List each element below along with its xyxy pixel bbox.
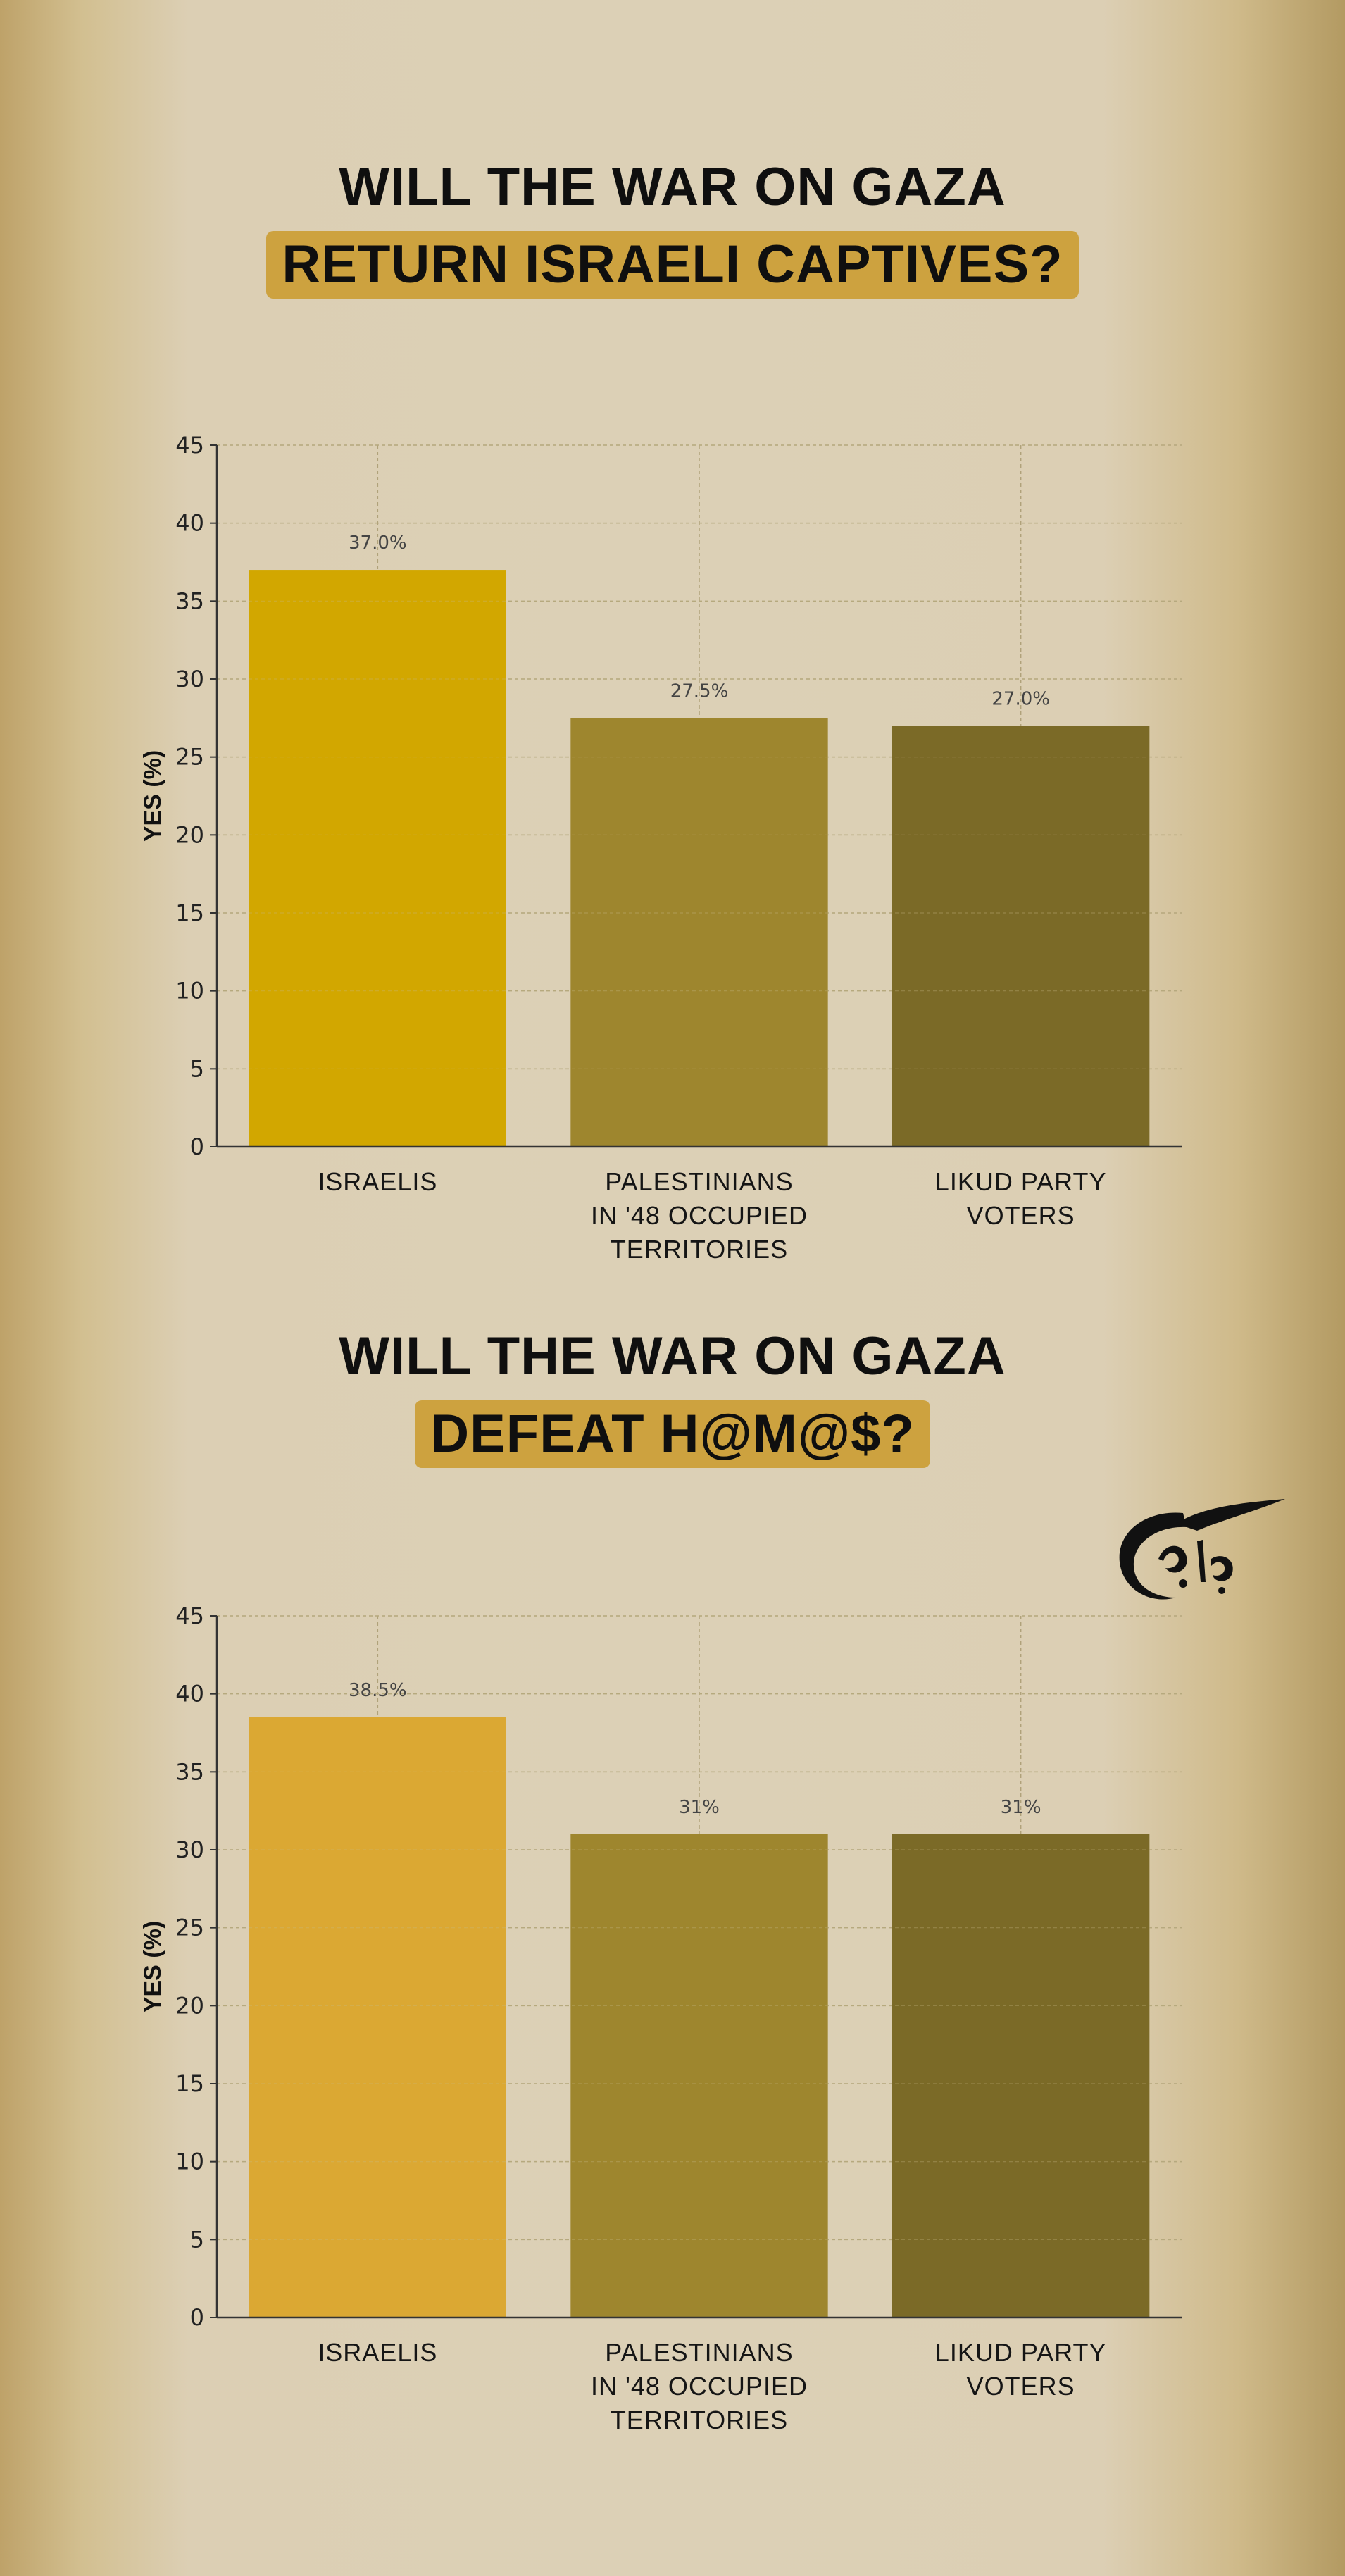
y-axis-label: YES (%) [139,750,166,842]
data-label: 27.0% [991,688,1050,709]
category-label: IN '48 OCCUPIED [591,2372,808,2401]
bar [249,1717,506,2317]
category-label: ISRAELIS [318,1167,437,1196]
data-label: 31% [679,1797,720,1818]
bar [249,570,506,1147]
y-tick-label: 25 [175,1915,204,1941]
heading-hamas: WILL THE WAR ON GAZA DEFEAT H@M@$? [0,1323,1345,1468]
y-tick-label: 0 [190,1133,204,1160]
y-tick-label: 5 [190,2226,204,2253]
y-tick-label: 35 [175,1758,204,1785]
category-label: TERRITORIES [611,1235,788,1264]
data-label: 37.0% [349,533,407,554]
y-tick-label: 10 [175,978,204,1004]
y-tick-label: 5 [190,1055,204,1082]
y-tick-label: 15 [175,900,204,926]
y-tick-label: 35 [175,587,204,614]
y-tick-label: 45 [175,432,204,459]
y-tick-label: 10 [175,2148,204,2175]
data-label: 27.5% [670,680,729,702]
heading-captives-highlight: RETURN ISRAELI CAPTIVES? [266,231,1079,299]
data-label: 38.5% [349,1680,407,1701]
y-tick-label: 20 [175,1992,204,2019]
category-label: ISRAELIS [318,2338,437,2367]
heading-hamas-highlight: DEFEAT H@M@$? [415,1400,930,1468]
y-tick-label: 20 [175,821,204,848]
category-label: TERRITORIES [611,2406,788,2434]
category-label: LIKUD PARTY [935,2338,1107,2367]
heading-captives-line1: WILL THE WAR ON GAZA [339,157,1006,217]
bar-chart-hamas: 38.5% ISRAELIS 31% PALESTINIANS IN '48 OCCUP… [139,1603,1182,2434]
al-mayadeen-logo-icon [1119,1499,1285,1600]
heading-hamas-line1: WILL THE WAR ON GAZA [339,1326,1006,1386]
y-tick-label: 0 [190,2304,204,2331]
y-tick-label: 45 [175,1603,204,1629]
data-label: 31% [1001,1797,1041,1818]
heading-captives: WILL THE WAR ON GAZA RETURN ISRAELI CAPT… [0,154,1345,299]
category-label: PALESTINIANS [605,1167,793,1196]
category-label: VOTERS [967,1201,1075,1230]
category-label: PALESTINIANS [605,2338,793,2367]
y-tick-label: 15 [175,2070,204,2097]
bar-chart-captives: 37.0% ISRAELIS 27.5% PALESTINIANS IN '48 OCC… [139,432,1182,1264]
bar [570,1834,828,2317]
bar [892,1834,1150,2317]
y-tick-label: 40 [175,1681,204,1707]
y-axis-label: YES (%) [139,1921,166,2012]
y-tick-label: 30 [175,666,204,692]
bar [892,726,1150,1147]
y-tick-label: 30 [175,1836,204,1863]
category-label: VOTERS [967,2372,1075,2401]
y-tick-label: 40 [175,510,204,537]
category-label: LIKUD PARTY [935,1167,1107,1196]
category-label: IN '48 OCCUPIED [591,1201,808,1230]
y-tick-label: 25 [175,744,204,771]
bar [570,718,828,1147]
